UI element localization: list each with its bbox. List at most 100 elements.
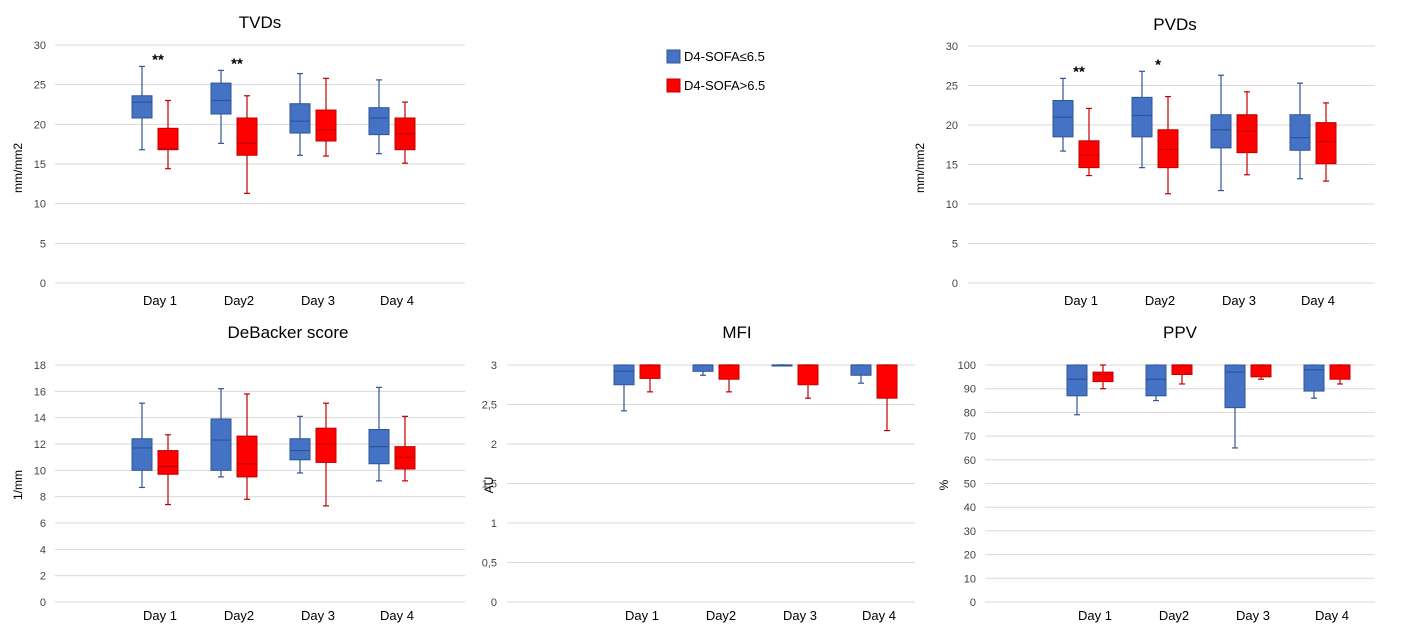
ppv-ylabel: % xyxy=(937,479,951,490)
debacker-ytick-label: 8 xyxy=(40,492,46,504)
pvds-significance-mark: * xyxy=(1155,56,1161,73)
tvds-category-label: Day2 xyxy=(224,293,254,308)
mfi-category-label: Day2 xyxy=(706,608,736,623)
pvds-box-high-sofa xyxy=(1315,102,1337,182)
box-iqr xyxy=(394,446,416,470)
pvds-ytick-label: 15 xyxy=(946,160,958,172)
box-iqr xyxy=(876,364,898,399)
mfi-chart: MFI 0 0,5 1 1,5 2 2,5 3 AU Day 1 Day2 Day 3 Day 4 xyxy=(482,323,915,623)
tvds-category-label: Day 4 xyxy=(380,293,414,308)
mfi-box-high-sofa xyxy=(639,364,661,393)
box-iqr xyxy=(1078,140,1100,169)
ppv-title: PPV xyxy=(1163,323,1198,342)
box-iqr xyxy=(131,438,153,471)
pvds-chart: PVDs 0 5 10 15 20 25 30 mm/mm2 Day 1 ** Day2 * Day 3 D… xyxy=(913,15,1375,308)
tvds-ytick-label: 25 xyxy=(34,80,46,92)
mfi-title: MFI xyxy=(722,323,751,342)
mfi-category-label: Day 4 xyxy=(862,608,896,623)
legend-label-low-sofa: D4-SOFA≤6.5 xyxy=(684,49,765,64)
tvds-box-high-sofa xyxy=(157,99,179,170)
tvds-box-low-sofa xyxy=(131,65,153,151)
debacker-box-low-sofa xyxy=(289,415,311,474)
ppv-ytick-label: 90 xyxy=(964,384,976,396)
tvds-ytick-label: 15 xyxy=(34,159,46,171)
ppv-box-low-sofa xyxy=(1303,364,1325,399)
debacker-ytick-label: 12 xyxy=(34,439,46,451)
pvds-box-high-sofa xyxy=(1236,91,1258,176)
box-iqr xyxy=(1052,100,1074,138)
ppv-chart: PPV 0 10 20 30 40 50 60 70 80 90 100% Day 1 Day2 Day 3… xyxy=(937,323,1375,623)
tvds-box-high-sofa xyxy=(394,101,416,164)
debacker-ytick-label: 0 xyxy=(40,597,46,609)
box-iqr xyxy=(289,438,311,461)
tvds-category-label: Day 1 xyxy=(143,293,177,308)
mfi-box-high-sofa xyxy=(718,364,740,393)
pvds-ytick-label: 5 xyxy=(952,239,958,251)
ppv-ytick-label: 100 xyxy=(958,360,976,372)
box-iqr xyxy=(1210,114,1232,149)
box-iqr xyxy=(289,103,311,134)
debacker-box-low-sofa xyxy=(131,402,153,489)
debacker-ytick-label: 10 xyxy=(34,465,46,477)
box-iqr xyxy=(157,450,179,475)
ppv-box-low-sofa xyxy=(1145,364,1167,402)
debacker-category-label: Day 4 xyxy=(380,608,414,623)
box-iqr xyxy=(1303,364,1325,392)
box-iqr xyxy=(315,109,337,142)
box-iqr xyxy=(1145,364,1167,397)
ppv-ytick-label: 40 xyxy=(964,502,976,514)
box-iqr xyxy=(1171,364,1193,375)
mfi-ytick-label: 1 xyxy=(491,518,497,530)
pvds-box-low-sofa xyxy=(1289,82,1311,180)
mfi-category-label: Day 1 xyxy=(625,608,659,623)
tvds-title: TVDs xyxy=(239,13,282,32)
pvds-category-label: Day 4 xyxy=(1301,293,1335,308)
ppv-box-low-sofa xyxy=(1224,364,1246,449)
pvds-box-low-sofa xyxy=(1131,70,1153,169)
debacker-box-low-sofa xyxy=(368,386,390,482)
ppv-category-label: Day 1 xyxy=(1078,608,1112,623)
mfi-ytick-label: 1,5 xyxy=(482,479,497,491)
tvds-ytick-label: 30 xyxy=(34,40,46,52)
debacker-ytick-label: 16 xyxy=(34,386,46,398)
debacker-category-label: Day 3 xyxy=(301,608,335,623)
box-iqr xyxy=(613,364,635,386)
box-iqr xyxy=(1224,364,1246,409)
legend-swatch-low-sofa xyxy=(666,49,681,64)
pvds-ytick-label: 10 xyxy=(946,199,958,211)
pvds-ytick-label: 20 xyxy=(946,120,958,132)
box-iqr xyxy=(1131,96,1153,138)
box-iqr xyxy=(1315,122,1337,165)
debacker-box-low-sofa xyxy=(210,388,232,478)
pvds-ytick-label: 0 xyxy=(952,278,958,290)
box-iqr xyxy=(1236,114,1258,154)
mfi-ytick-label: 3 xyxy=(491,360,497,372)
pvds-category-label: Day 1 xyxy=(1064,293,1098,308)
pvds-title: PVDs xyxy=(1153,15,1196,34)
tvds-ytick-label: 20 xyxy=(34,119,46,131)
box-iqr xyxy=(1250,364,1272,378)
debacker-ytick-label: 2 xyxy=(40,571,46,583)
mfi-box-high-sofa xyxy=(797,364,819,399)
debacker-box-high-sofa xyxy=(236,393,258,500)
legend: D4-SOFA≤6.5 D4-SOFA>6.5 xyxy=(666,49,765,93)
pvds-ytick-label: 25 xyxy=(946,81,958,93)
legend-swatch-high-sofa xyxy=(666,78,681,93)
ppv-category-label: Day 3 xyxy=(1236,608,1270,623)
ppv-ytick-label: 60 xyxy=(964,455,976,467)
mfi-ytick-label: 0,5 xyxy=(482,558,497,570)
tvds-chart: TVDs 0 5 10 15 20 25 30 mm/mm2 Day 1 ** Day2 ** Day 3… xyxy=(11,13,465,308)
ppv-category-label: Day 4 xyxy=(1315,608,1349,623)
ppv-ytick-label: 20 xyxy=(964,550,976,562)
ppv-box-high-sofa xyxy=(1171,364,1193,385)
box-iqr xyxy=(157,127,179,151)
debacker-ytick-label: 14 xyxy=(34,413,46,425)
box-iqr xyxy=(1092,371,1114,383)
box-iqr xyxy=(850,364,872,376)
debacker-ytick-label: 4 xyxy=(40,544,46,556)
tvds-ytick-label: 10 xyxy=(34,199,46,211)
mfi-box-high-sofa xyxy=(876,364,898,432)
mfi-ylabel: AU xyxy=(482,477,496,494)
box-iqr xyxy=(797,364,819,386)
